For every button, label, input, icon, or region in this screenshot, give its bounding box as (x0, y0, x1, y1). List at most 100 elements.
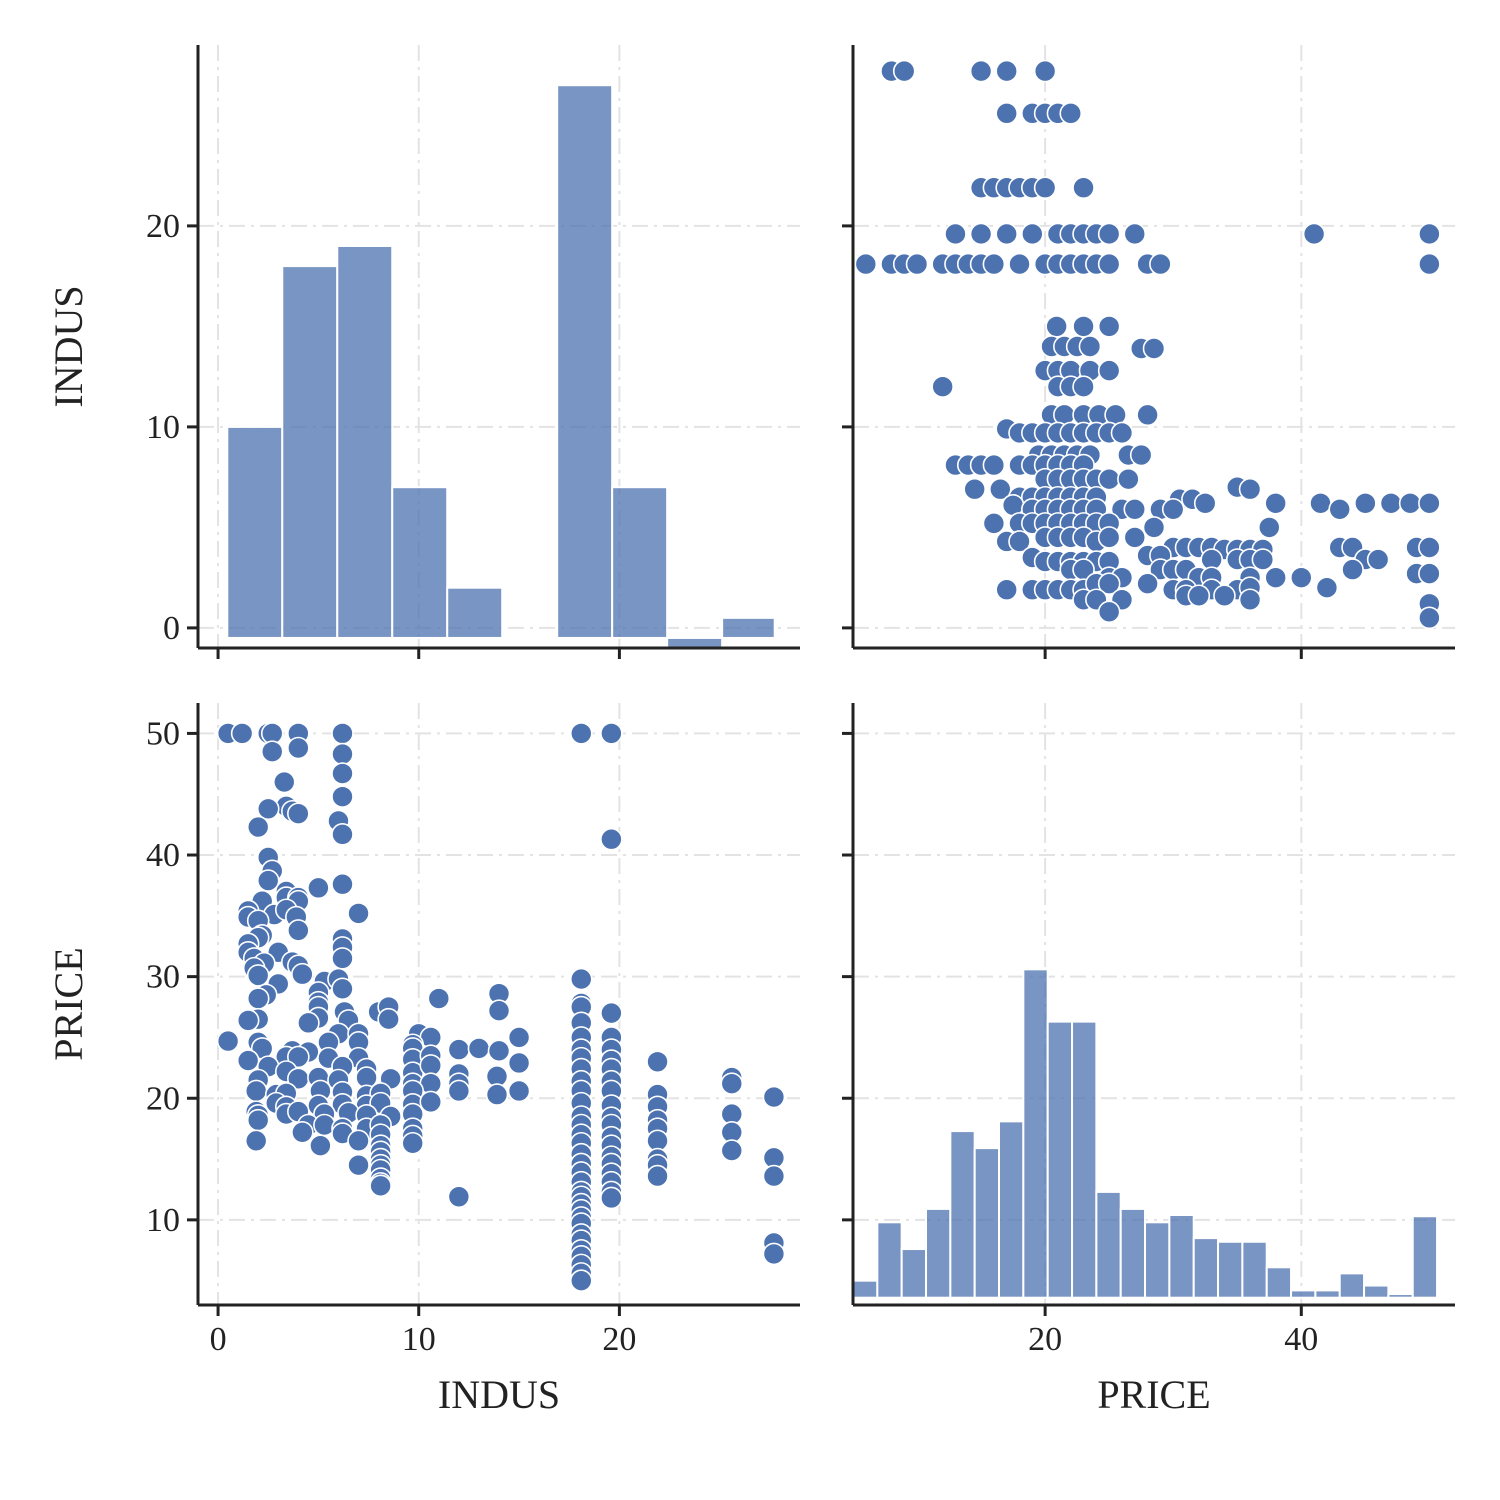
scatter-point (600, 827, 623, 851)
scatter-point (487, 999, 511, 1022)
histogram-bar (876, 1221, 903, 1299)
scatter-point (905, 252, 929, 276)
scatter-point (287, 1045, 310, 1069)
scatter-point (1136, 572, 1159, 595)
scatter-point (1045, 315, 1068, 338)
scatter-point (309, 1134, 332, 1157)
scatter-point (287, 802, 310, 825)
scatter-point (1033, 176, 1057, 200)
scatter-point (1398, 491, 1422, 515)
scatter-point (419, 1090, 443, 1114)
scatter-point (331, 823, 354, 846)
scatter-point (291, 962, 314, 986)
histogram-bar (336, 245, 394, 639)
scatter-point (246, 815, 270, 839)
histogram-bar (1363, 1284, 1390, 1299)
histogram-bar (925, 1207, 952, 1299)
scatter-point (988, 477, 1012, 501)
histogram-bar (226, 425, 284, 639)
scatter-point (1302, 222, 1326, 246)
scatter-point (331, 762, 354, 785)
scatter-point (272, 770, 296, 794)
histogram-bar (1168, 1214, 1195, 1299)
x-tick-label: 0 (210, 1321, 227, 1358)
histogram-bar (611, 486, 669, 639)
histogram-bar (281, 265, 339, 639)
scatter-point (244, 1079, 268, 1103)
scatter-point (982, 252, 1006, 276)
scatter-point (331, 947, 354, 970)
scatter-point (1008, 252, 1031, 276)
scatter-point (1418, 491, 1441, 515)
histogram-bar (1119, 1207, 1147, 1299)
scatter-point (244, 1129, 268, 1153)
y-tick-label: 50 (146, 715, 180, 752)
scatter-point (507, 1051, 531, 1075)
scatter-point (1117, 467, 1140, 491)
y-tick-label: 30 (146, 959, 180, 996)
scatter-point (427, 987, 451, 1010)
scatter-point (1418, 536, 1441, 559)
x-axis-label: INDUS (438, 1372, 560, 1417)
scatter-point (287, 919, 310, 942)
scatter-point (1161, 498, 1185, 521)
scatter-point (331, 977, 354, 1001)
scatter-point (507, 1026, 531, 1049)
scatter-point (447, 1185, 471, 1209)
scatter-point (246, 1108, 270, 1132)
scatter-point (1021, 222, 1044, 246)
scatter-point (1193, 491, 1217, 515)
scatter-point (447, 1079, 471, 1103)
scatter-point (1289, 566, 1313, 589)
histogram-bar (1241, 1240, 1268, 1299)
scatter-point (1251, 548, 1275, 571)
scatter-point (1059, 102, 1083, 125)
scatter-point (230, 722, 254, 745)
scatter-point (1309, 491, 1332, 515)
scatter-point (1110, 421, 1134, 445)
histogram-bar (973, 1147, 1001, 1299)
scatter-point (1366, 548, 1390, 571)
y-tick-label: 40 (146, 837, 180, 874)
scatter-point (1129, 443, 1153, 467)
histogram-bar (1071, 1020, 1098, 1299)
scatter-point (1187, 584, 1211, 608)
scatter-point (569, 1269, 593, 1292)
scatter-point (1379, 491, 1403, 515)
y-axis-label: INDUS (46, 285, 91, 407)
scatter-point (331, 785, 354, 808)
histogram-bar (998, 1120, 1025, 1299)
histogram-bar (1411, 1215, 1439, 1299)
scatter-point (347, 1129, 370, 1153)
scatter-point (487, 1039, 511, 1063)
scatter-point (1418, 562, 1441, 585)
scatter-point (377, 1007, 400, 1031)
scatter-point (1123, 222, 1147, 246)
scatter-point (646, 1050, 669, 1074)
scatter-point (982, 453, 1006, 477)
scatter-point (762, 1164, 786, 1188)
scatter-point (646, 1164, 669, 1188)
scatter-point (369, 1174, 392, 1198)
histogram-bar (446, 586, 504, 639)
scatter-point (762, 1085, 786, 1109)
x-tick-label: 20 (1028, 1321, 1062, 1358)
scatter-point (331, 872, 354, 896)
scatter-point (507, 1079, 531, 1103)
scatter-point (467, 1037, 491, 1060)
scatter-point (1418, 606, 1441, 630)
panel-indus-vs-price: 0 10 20 10 20 30 40 50 INDUS PRICE (46, 703, 800, 1417)
y-tick-label: 10 (146, 1202, 180, 1239)
scatter-point (1142, 516, 1166, 539)
scatter-point (291, 1121, 314, 1144)
scatter-point (1097, 222, 1121, 246)
scatter-point (1149, 252, 1172, 276)
scatter-point (892, 59, 916, 83)
scatter-point (762, 1242, 786, 1266)
scatter-point (1264, 491, 1287, 515)
panel-price-vs-price: 20 40 PRICE (842, 703, 1455, 1417)
scatter-point (246, 964, 270, 987)
scatter-point (236, 1009, 260, 1032)
scatter-point (1097, 467, 1121, 491)
scatter-point (1238, 588, 1262, 612)
